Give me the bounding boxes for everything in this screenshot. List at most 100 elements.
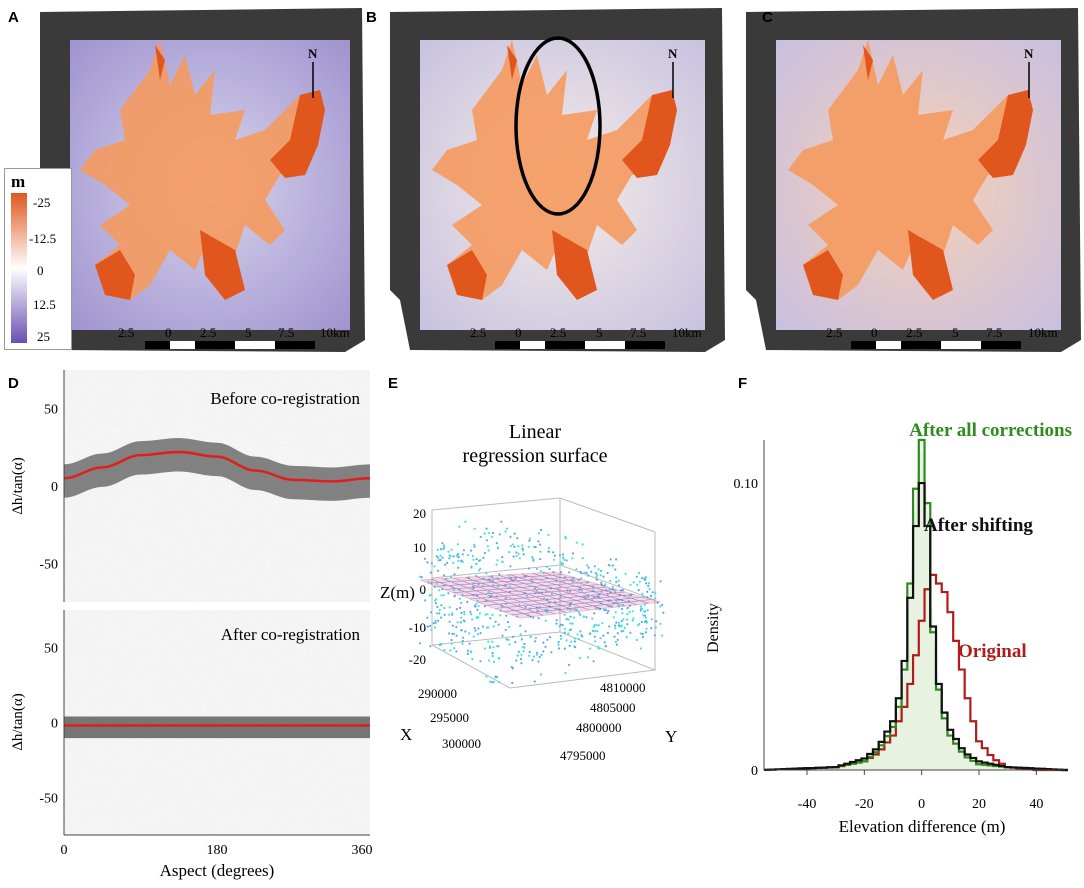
- f-ylabel: Density: [705, 603, 722, 653]
- e-scatter-point: [603, 641, 606, 644]
- e-scatter-point: [573, 637, 577, 640]
- e-scatter-point: [552, 558, 555, 561]
- e-scatter-point: [472, 635, 475, 638]
- e-scatter-point: [491, 652, 494, 655]
- e-scatter-point: [464, 520, 467, 523]
- colorbar-unit: m: [11, 172, 25, 191]
- f-xtick: 0: [918, 797, 925, 812]
- e-scatter-point: [460, 629, 463, 632]
- e-scatter-point: [537, 540, 540, 543]
- e-scatter-point: [452, 589, 455, 592]
- e-scatter-point: [602, 608, 605, 611]
- e-scatter-point: [483, 647, 486, 650]
- e-scatter-point: [563, 627, 566, 630]
- e-scatter-point: [553, 554, 557, 557]
- e-scatter-point: [609, 558, 612, 561]
- e-scatter-point: [434, 599, 437, 602]
- e-scatter-point: [486, 613, 489, 616]
- e-scatter-point: [521, 549, 525, 552]
- e-scatter-point: [523, 646, 526, 649]
- e-scatter-point: [567, 632, 570, 635]
- e-scatter-point: [543, 597, 546, 600]
- e-scatter-point: [650, 618, 653, 621]
- e-scatter-point: [609, 579, 612, 583]
- e-scatter-point: [445, 577, 448, 580]
- e-scatter-point: [528, 650, 531, 654]
- e-scatter-point: [617, 604, 620, 607]
- e-scatter-point: [522, 650, 525, 653]
- e-scatter-point: [515, 659, 518, 662]
- e-scatter-point: [492, 660, 496, 664]
- e-scatter-point: [615, 558, 618, 561]
- e-scatter-point: [570, 628, 573, 631]
- e-scatter-point: [504, 530, 507, 533]
- e-scatter-point: [449, 649, 452, 652]
- map-b-scale-tick: 0: [515, 325, 522, 340]
- e-scatter-point: [639, 632, 642, 635]
- e-scatter-point: [437, 559, 440, 562]
- e-scatter-point: [450, 575, 453, 579]
- e-scatter-point: [600, 581, 603, 584]
- map-c-scale-tick: 2.5: [906, 325, 922, 340]
- e-scatter-point: [660, 634, 664, 637]
- e-scatter-point: [461, 560, 464, 563]
- d-top-ylabel: Δh/tan(α): [10, 457, 26, 515]
- e-scatter-point: [639, 607, 643, 610]
- e-scatter-point: [561, 553, 565, 556]
- e-scatter-point: [631, 610, 634, 613]
- e-scatter-point: [531, 658, 534, 662]
- e-scatter-point: [629, 583, 632, 586]
- colorbar-tick: -12.5: [29, 231, 56, 246]
- e-scatter-point: [477, 605, 480, 608]
- e-scatter-point: [487, 640, 490, 643]
- e-scatter-point: [455, 626, 458, 629]
- e-scatter-point: [424, 599, 427, 602]
- e-scatter-point: [459, 606, 462, 609]
- f-legend-after-shifting: After shifting: [924, 515, 1033, 536]
- e-scatter-point: [632, 617, 635, 620]
- e-scatter-point: [594, 630, 597, 633]
- e-scatter-point: [557, 643, 560, 646]
- e-scatter-point: [597, 624, 600, 627]
- e-scatter-point: [621, 607, 624, 610]
- e-scatter-point: [606, 631, 609, 635]
- e-ytick: 4795000: [560, 748, 606, 763]
- e-scatter-point: [505, 614, 508, 617]
- e-scatter-point: [430, 628, 433, 631]
- e-scatter-point: [435, 582, 438, 586]
- e-scatter-point: [473, 543, 476, 546]
- e-scatter-point: [443, 613, 446, 616]
- e-scatter-point: [581, 557, 584, 560]
- e-scatter-point: [440, 616, 443, 619]
- e-scatter-point: [475, 558, 478, 561]
- e-scatter-point: [569, 622, 572, 625]
- e-scatter-point: [433, 565, 436, 568]
- e-xtick: 290000: [418, 686, 457, 701]
- e-scatter-point: [523, 642, 526, 646]
- e-scatter-point: [568, 644, 571, 647]
- e-plane-grid-line: [511, 599, 652, 616]
- e-scatter-point: [456, 553, 460, 556]
- panel-e-svg: E Linear regression surface 20 10 0 -10 …: [380, 375, 677, 763]
- e-scatter-point: [458, 525, 461, 528]
- e-scatter-point: [509, 565, 512, 568]
- e-scatter-point: [420, 576, 423, 579]
- e-scatter-point: [440, 604, 443, 607]
- e-scatter-point: [619, 589, 623, 592]
- e-scatter-point: [615, 621, 618, 624]
- e-scatter-point: [512, 635, 515, 638]
- e-scatter-point: [642, 595, 645, 598]
- e-scatter-point: [430, 611, 433, 614]
- e-scatter-point: [448, 606, 451, 609]
- e-scatter-point: [597, 568, 600, 571]
- e-scatter-point: [617, 624, 620, 627]
- e-ztick: -10: [409, 620, 426, 635]
- d-bottom-ytick: 0: [51, 717, 58, 732]
- e-scatter-point: [587, 566, 590, 569]
- e-scatter-point: [626, 607, 629, 610]
- e-scatter-point: [606, 611, 609, 615]
- e-scatter-point: [613, 635, 616, 638]
- e-scatter-point: [623, 626, 626, 630]
- e-scatter-point: [434, 602, 438, 605]
- map-c-scale-tick: 2.5: [826, 325, 842, 340]
